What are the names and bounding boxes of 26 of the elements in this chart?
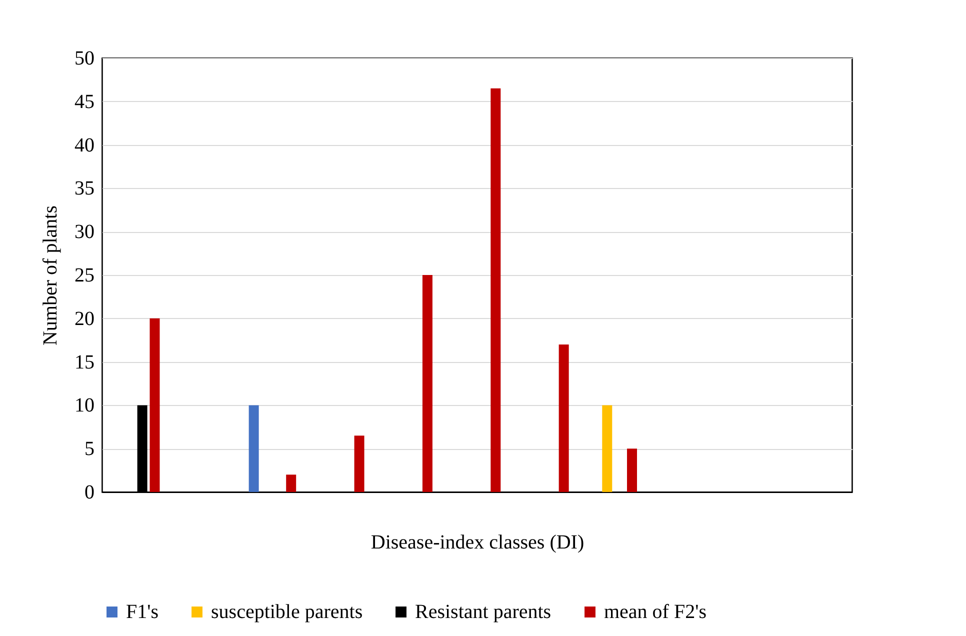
y-axis-title: Number of plants <box>40 205 62 346</box>
bar <box>558 344 569 492</box>
bar <box>490 88 501 492</box>
y-tick-label: 50 <box>74 48 94 70</box>
bar <box>627 448 638 492</box>
bar <box>248 405 259 492</box>
y-tick-label: 40 <box>74 134 94 156</box>
y-tick-label: 15 <box>74 351 94 374</box>
legend-label: susceptible parents <box>211 601 363 623</box>
bar <box>286 474 296 492</box>
y-tick-label: 30 <box>74 221 94 244</box>
y-tick-label: 45 <box>74 90 94 113</box>
y-tick-label: 10 <box>74 394 94 417</box>
bar <box>602 405 612 492</box>
y-tick-label: 35 <box>74 178 94 200</box>
y-tick-label: 5 <box>84 438 94 460</box>
x-axis-title: Disease-index classes (DI) <box>370 532 584 554</box>
legend-label: Resistant parents <box>415 601 552 623</box>
legend-label: mean of F2's <box>604 601 707 623</box>
legend-label: F1's <box>126 601 159 623</box>
bar <box>422 275 432 492</box>
y-tick-label: 0 <box>84 482 94 504</box>
bar <box>354 436 364 492</box>
y-tick-label: 25 <box>74 264 94 286</box>
bar <box>150 318 160 492</box>
y-tick-label: 20 <box>74 308 94 330</box>
